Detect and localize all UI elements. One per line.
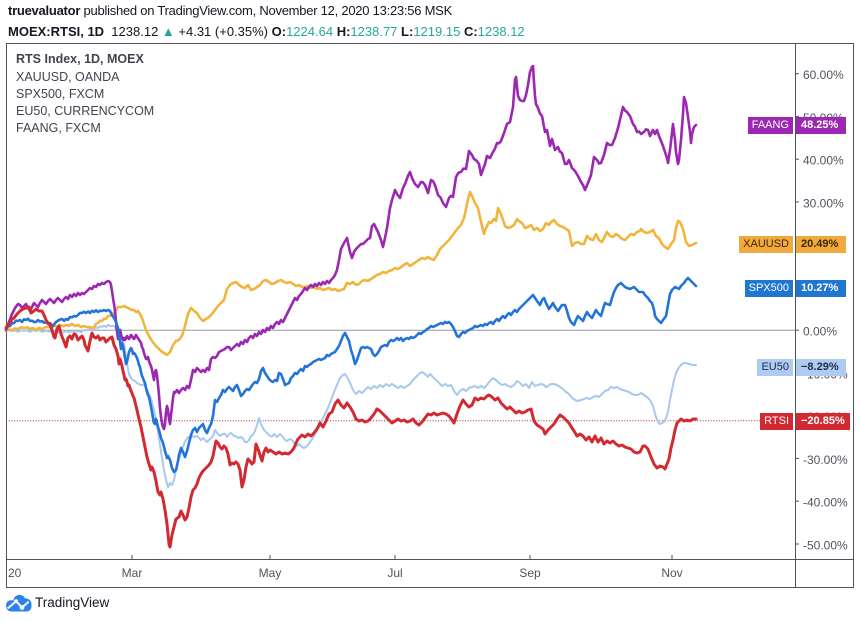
svg-text:Mar: Mar <box>122 566 143 580</box>
svg-text:-50.00%: -50.00% <box>803 538 848 552</box>
svg-text:20: 20 <box>8 566 22 580</box>
svg-text:Jul: Jul <box>387 566 402 580</box>
svg-text:-30.00%: -30.00% <box>803 453 848 467</box>
svg-text:60.00%: 60.00% <box>803 68 844 82</box>
svg-text:Nov: Nov <box>661 566 682 580</box>
svg-text:May: May <box>259 566 282 580</box>
svg-text:30.00%: 30.00% <box>803 196 844 210</box>
svg-text:Sep: Sep <box>519 566 541 580</box>
svg-text:-40.00%: -40.00% <box>803 496 848 510</box>
svg-text:0.00%: 0.00% <box>803 325 837 339</box>
svg-text:40.00%: 40.00% <box>803 154 844 168</box>
